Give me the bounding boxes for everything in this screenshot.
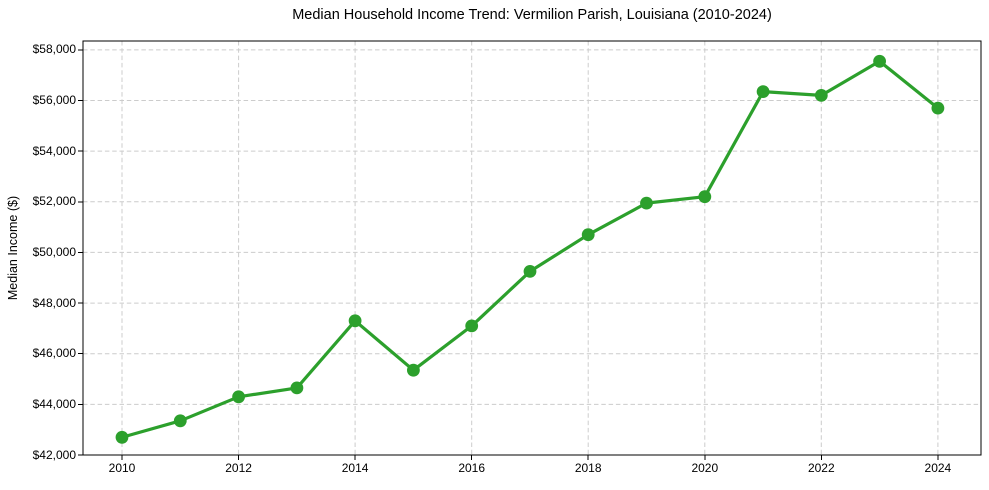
- data-point-2019: [640, 196, 653, 210]
- data-point-2016: [465, 319, 479, 333]
- data-point-2011: [173, 414, 187, 428]
- y-tick-label: $42,000: [32, 447, 76, 462]
- data-point-2014: [348, 314, 362, 328]
- x-tick-label: 2016: [458, 461, 486, 475]
- data-point-2015: [407, 363, 420, 377]
- plot-border: [82, 40, 982, 456]
- y-tick-label: $54,000: [32, 143, 76, 158]
- data-point-2013: [290, 381, 304, 395]
- y-tick-label: $58,000: [32, 42, 76, 57]
- data-point-2020: [698, 190, 712, 204]
- y-tick-label: $46,000: [32, 346, 76, 361]
- data-point-2017: [523, 265, 537, 278]
- y-tick-label: $56,000: [32, 93, 76, 107]
- x-tick-label: 2014: [341, 461, 369, 475]
- y-tick-label: $50,000: [32, 244, 76, 259]
- y-tick-label: $48,000: [32, 295, 76, 310]
- data-point-2024: [931, 101, 945, 115]
- data-point-2023: [873, 54, 886, 68]
- x-tick-label: 2024: [924, 461, 952, 475]
- x-tick-label: 2022: [807, 461, 835, 475]
- data-point-2010: [115, 430, 129, 444]
- chart-title: Median Household Income Trend: Vermilion…: [292, 7, 772, 23]
- data-point-2021: [756, 85, 770, 98]
- y-tick-label: $44,000: [32, 396, 76, 411]
- data-point-2012: [232, 390, 246, 404]
- data-point-2022: [814, 89, 828, 102]
- x-tick-label: 2010: [108, 461, 136, 475]
- trend-line: [120, 59, 940, 439]
- y-tick-label: $52,000: [32, 194, 76, 209]
- x-tick-label: 2018: [574, 461, 602, 475]
- x-tick-label: 2020: [691, 461, 719, 475]
- x-tick-label: 2012: [225, 461, 252, 475]
- data-point-2018: [581, 228, 595, 242]
